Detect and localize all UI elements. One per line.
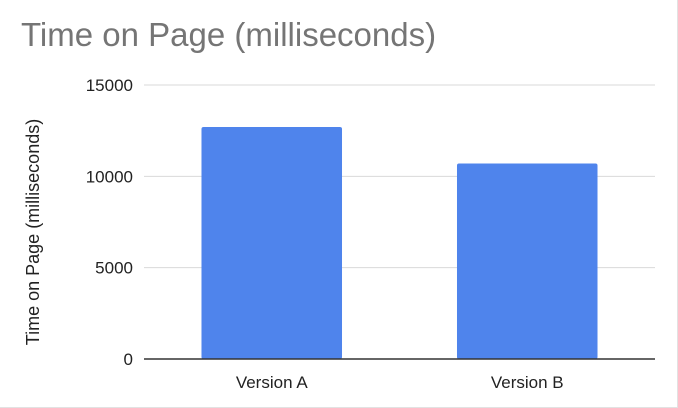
x-tick-label: Version A [236, 373, 308, 392]
y-tick-label: 0 [124, 350, 133, 369]
x-tick-label: Version B [491, 373, 564, 392]
y-tick-label: 5000 [95, 259, 133, 278]
bar-version-a [201, 127, 343, 359]
y-tick-label: 15000 [86, 76, 133, 95]
chart-title: Time on Page (milliseconds) [21, 16, 437, 53]
y-axis-title: Time on Page (milliseconds) [23, 119, 43, 345]
y-tick-label: 10000 [86, 167, 133, 186]
bar-version-b [456, 163, 598, 359]
